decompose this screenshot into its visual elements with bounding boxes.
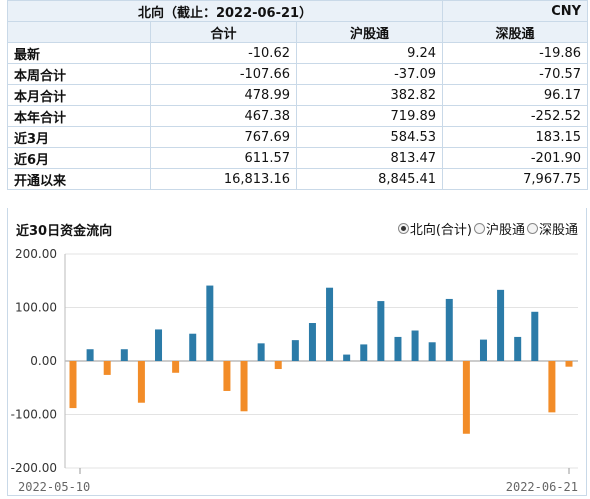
column-header-shenzhen: 深股通 xyxy=(442,21,589,43)
bar xyxy=(548,361,556,413)
bar xyxy=(497,289,505,361)
cell-total: 16,813.16 xyxy=(150,168,297,190)
y-tick-label: 200.00 xyxy=(15,247,57,261)
x-start-label: 2022-05-10 xyxy=(18,480,90,494)
bar xyxy=(137,361,145,403)
bar xyxy=(103,361,111,375)
table-row: 最新 -10.62 9.24 -19.86 xyxy=(7,42,589,64)
bar xyxy=(206,285,214,361)
chart-title: 近30日资金流向 xyxy=(16,224,113,239)
cell-shenzhen: 96.17 xyxy=(442,84,589,106)
bar xyxy=(257,343,265,361)
bar xyxy=(479,339,487,361)
bar xyxy=(223,361,231,391)
bar xyxy=(326,287,334,361)
radio-unselected-icon[interactable] xyxy=(473,223,485,234)
cell-total: 611.57 xyxy=(150,147,297,169)
chart-panel xyxy=(7,208,587,496)
table-row: 本周合计 -107.66 -37.09 -70.57 xyxy=(7,63,589,85)
cell-total: -10.62 xyxy=(150,42,297,64)
cell-shenzhen: -70.57 xyxy=(442,63,589,85)
x-end-label: 2022-06-21 xyxy=(506,480,578,494)
row-label: 开通以来 xyxy=(7,168,151,190)
row-label: 本年合计 xyxy=(7,105,151,127)
radio-unselected-icon[interactable] xyxy=(526,223,538,234)
bar xyxy=(69,361,77,409)
bar xyxy=(411,330,419,361)
bar xyxy=(172,361,180,373)
table-title-row: 北向（截止：2022-06-21） CNY xyxy=(6,0,589,22)
column-header-empty xyxy=(7,21,151,43)
cell-shanghai: 8,845.41 xyxy=(295,168,444,190)
bar xyxy=(565,361,573,367)
y-tick-label: 0.00 xyxy=(30,354,57,368)
bar xyxy=(394,336,402,361)
radio-selected-icon[interactable] xyxy=(397,223,409,234)
bar xyxy=(240,361,248,412)
bar xyxy=(291,340,299,361)
table-title: 北向（截止：2022-06-21） xyxy=(6,0,444,22)
bar xyxy=(120,349,128,361)
bar xyxy=(274,361,282,370)
bar xyxy=(531,311,539,361)
bar xyxy=(86,349,94,361)
row-label: 本周合计 xyxy=(7,63,151,85)
y-tick-label: -200.00 xyxy=(11,461,57,475)
table-row: 近6月 611.57 813.47 -201.90 xyxy=(7,147,589,169)
table-row: 本年合计 467.38 719.89 -252.52 xyxy=(7,105,589,127)
cell-shanghai: 813.47 xyxy=(295,147,444,169)
y-tick-label: 100.00 xyxy=(15,301,57,315)
bar xyxy=(360,344,368,361)
cell-shenzhen: 7,967.75 xyxy=(442,168,589,190)
radio-option-shanghai[interactable]: 沪股通 xyxy=(473,219,525,238)
radio-option-shenzhen[interactable]: 深股通 xyxy=(526,219,578,238)
column-header-total: 合计 xyxy=(150,21,297,43)
bar xyxy=(428,342,436,361)
currency-label: CNY xyxy=(442,0,589,22)
bar xyxy=(445,298,453,361)
cell-shenzhen: -19.86 xyxy=(442,42,589,64)
series-selector: 北向(合计) 沪股通 深股通 xyxy=(397,219,578,238)
radio-label: 北向(合计) xyxy=(409,223,472,238)
radio-label: 沪股通 xyxy=(485,223,525,238)
radio-option-total[interactable]: 北向(合计) xyxy=(397,219,472,238)
bar xyxy=(514,336,522,361)
cell-shanghai: 719.89 xyxy=(295,105,444,127)
cell-shenzhen: -201.90 xyxy=(442,147,589,169)
column-header-row: 合计 沪股通 深股通 xyxy=(7,21,589,43)
northbound-summary-table: 北向（截止：2022-06-21） CNY 合计 沪股通 深股通 最新 -10.… xyxy=(6,0,589,190)
bar xyxy=(462,361,470,434)
table-row: 开通以来 16,813.16 8,845.41 7,967.75 xyxy=(7,168,589,190)
bar xyxy=(189,333,197,361)
bar xyxy=(343,354,351,361)
bar xyxy=(308,323,316,361)
bar xyxy=(377,301,385,361)
table-row: 近3月 767.69 584.53 183.15 xyxy=(7,126,589,148)
bar xyxy=(155,329,163,361)
cell-total: 767.69 xyxy=(150,126,297,148)
y-tick-label: -100.00 xyxy=(11,408,57,422)
radio-label: 深股通 xyxy=(538,223,578,238)
